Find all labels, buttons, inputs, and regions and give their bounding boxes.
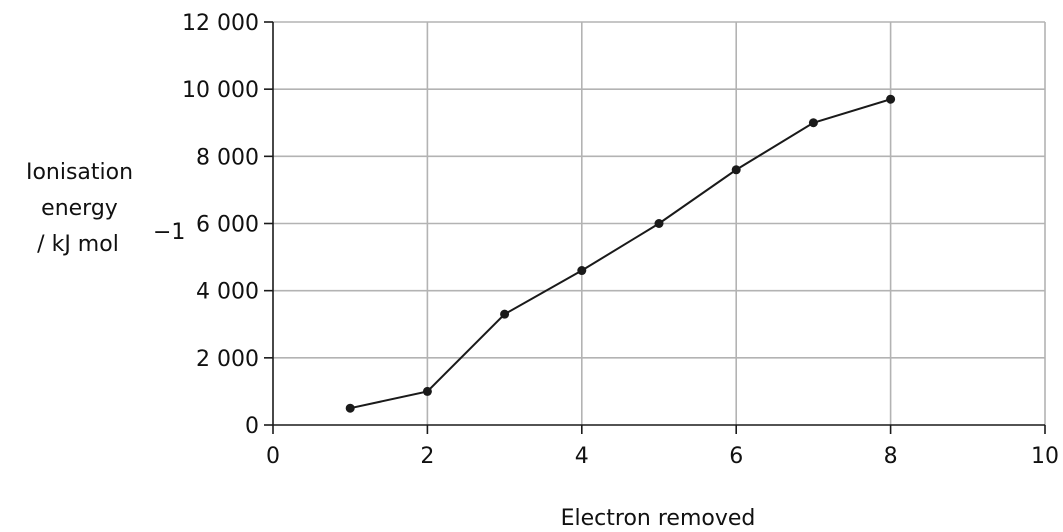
- y-axis-label-line-2: energy: [41, 196, 118, 221]
- y-axis-label-superscript: −1: [153, 220, 185, 245]
- y-tick-label-6000: 6 000: [196, 213, 259, 238]
- y-tick-label-4000: 4 000: [196, 280, 259, 305]
- data-point-7: [808, 118, 818, 128]
- x-tick-label-0: 0: [266, 444, 280, 469]
- data-point-6: [731, 165, 741, 175]
- x-tick-label-2: 2: [420, 444, 434, 469]
- data-series: [345, 94, 896, 413]
- y-tick-label-8000: 8 000: [196, 145, 259, 170]
- tick-labels: 0 2 000 4 000 6 000 8 000 10 000 12 000 0 2 4 6 8 10: [182, 11, 1059, 469]
- y-tick-label-12000: 12 000: [182, 11, 259, 36]
- x-tick-label-6: 6: [729, 444, 743, 469]
- grid-lines: [273, 21, 1046, 425]
- x-axis-label: Electron removed: [561, 506, 756, 531]
- data-point-3: [500, 309, 510, 319]
- y-axis-label: Ionisation energy / kJ mol: [26, 160, 140, 257]
- x-tick-label-4: 4: [575, 444, 589, 469]
- series-line-0: [349, 98, 891, 410]
- data-point-2: [422, 386, 432, 396]
- y-axis-label-line-3: / kJ mol: [37, 232, 119, 257]
- data-point-4: [577, 266, 587, 276]
- data-point-1: [345, 403, 355, 413]
- x-tick-label-10: 10: [1031, 444, 1059, 469]
- x-tick-label-8: 8: [884, 444, 898, 469]
- data-point-5: [654, 219, 664, 228]
- y-tick-label-0: 0: [245, 414, 259, 439]
- y-tick-label-2000: 2 000: [196, 347, 259, 372]
- y-tick-label-10000: 10 000: [182, 78, 259, 103]
- y-axis-label-line-1: Ionisation: [26, 160, 133, 185]
- axes: [264, 21, 1046, 434]
- data-point-8: [886, 94, 896, 104]
